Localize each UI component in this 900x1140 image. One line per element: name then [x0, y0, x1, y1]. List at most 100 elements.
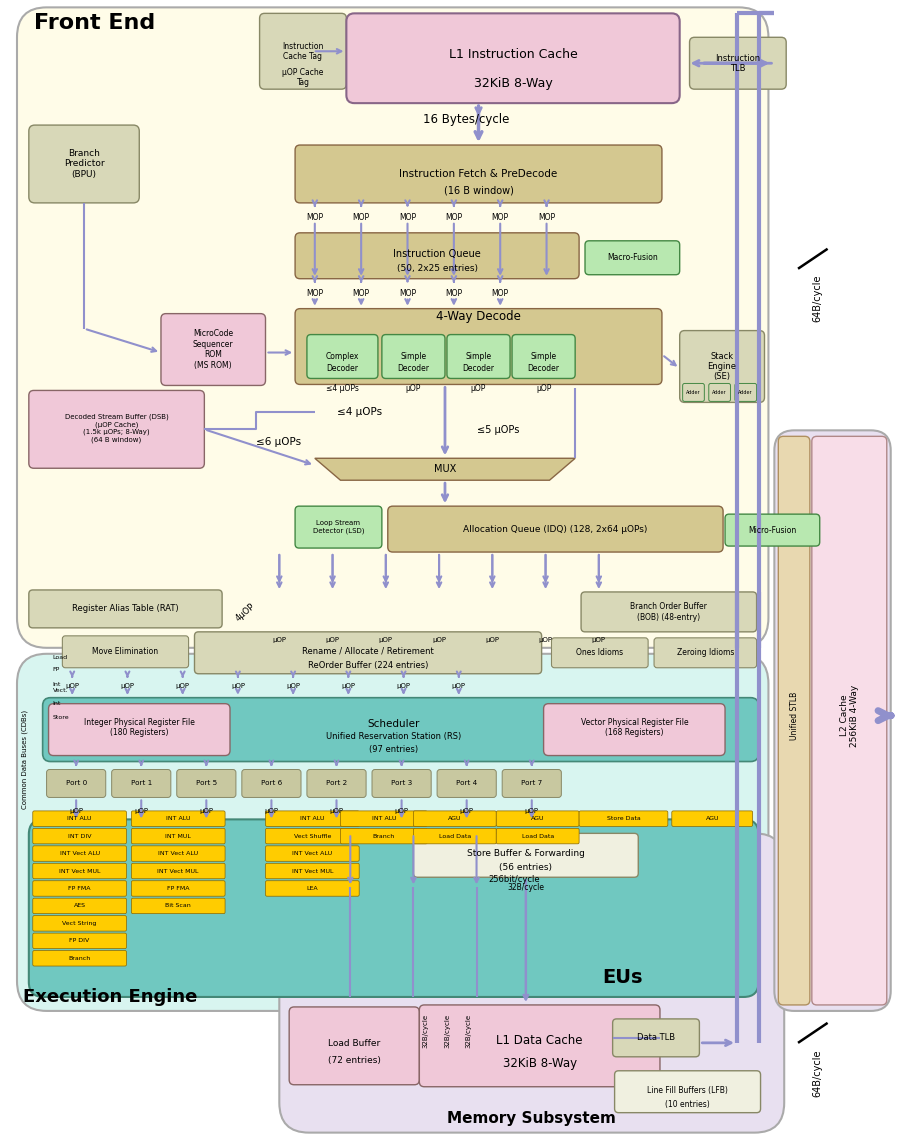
FancyBboxPatch shape — [735, 383, 757, 401]
Text: (50, 2x25 entries): (50, 2x25 entries) — [397, 264, 478, 274]
Text: Store Buffer & Forwarding: Store Buffer & Forwarding — [467, 849, 585, 857]
FancyBboxPatch shape — [62, 636, 189, 668]
Text: MOP: MOP — [306, 213, 323, 222]
Text: Vect Shuffle: Vect Shuffle — [293, 833, 331, 839]
Text: Store: Store — [52, 715, 69, 720]
Text: Line Fill Buffers (LFB): Line Fill Buffers (LFB) — [647, 1086, 728, 1096]
FancyBboxPatch shape — [709, 383, 731, 401]
Text: Integer Physical Register File
(180 Registers): Integer Physical Register File (180 Regi… — [84, 718, 194, 738]
Text: Memory Subsystem: Memory Subsystem — [447, 1112, 616, 1126]
Text: Store Data: Store Data — [607, 816, 641, 821]
Text: Branch Order Buffer
(BOB) (48-entry): Branch Order Buffer (BOB) (48-entry) — [630, 602, 707, 621]
Text: μOP: μOP — [592, 637, 606, 643]
Text: μOP: μOP — [538, 637, 553, 643]
FancyBboxPatch shape — [295, 233, 579, 278]
Text: Simple: Simple — [400, 352, 427, 361]
Text: Unified Reservation Station (RS): Unified Reservation Station (RS) — [326, 732, 462, 741]
Text: μOP: μOP — [536, 384, 552, 393]
Text: (10 entries): (10 entries) — [665, 1100, 710, 1109]
Text: Instruction Fetch & PreDecode: Instruction Fetch & PreDecode — [400, 169, 558, 179]
FancyBboxPatch shape — [812, 437, 886, 1005]
FancyBboxPatch shape — [161, 314, 266, 385]
Text: AGU: AGU — [531, 816, 544, 821]
Text: Adder: Adder — [712, 390, 727, 394]
FancyBboxPatch shape — [413, 833, 638, 878]
Text: μOP: μOP — [121, 683, 134, 689]
Text: INT Vect MUL: INT Vect MUL — [158, 869, 199, 873]
FancyBboxPatch shape — [502, 770, 562, 798]
Text: μOP: μOP — [485, 637, 500, 643]
Text: INT Vect ALU: INT Vect ALU — [158, 852, 198, 856]
Text: 256bit/cycle: 256bit/cycle — [488, 874, 540, 884]
Text: MOP: MOP — [306, 290, 323, 299]
FancyBboxPatch shape — [552, 638, 648, 668]
FancyBboxPatch shape — [689, 38, 787, 89]
Text: μOP: μOP — [406, 384, 421, 393]
Text: Adder: Adder — [686, 390, 701, 394]
Text: MOP: MOP — [353, 290, 370, 299]
Text: 32B/cycle: 32B/cycle — [465, 1013, 472, 1048]
FancyBboxPatch shape — [682, 383, 705, 401]
Text: Instruction Queue: Instruction Queue — [393, 249, 481, 259]
Text: Port 0: Port 0 — [66, 781, 86, 787]
Text: Move Elimination: Move Elimination — [93, 648, 158, 657]
Text: Decoder: Decoder — [463, 364, 494, 373]
FancyBboxPatch shape — [340, 829, 428, 844]
Text: μOP: μOP — [525, 808, 539, 814]
FancyBboxPatch shape — [307, 770, 366, 798]
FancyBboxPatch shape — [340, 811, 428, 826]
Text: Port 2: Port 2 — [326, 781, 347, 787]
FancyBboxPatch shape — [496, 829, 579, 844]
Text: Ones Idioms: Ones Idioms — [576, 649, 624, 658]
Text: Branch: Branch — [373, 833, 395, 839]
Text: μOP: μOP — [176, 683, 190, 689]
FancyBboxPatch shape — [289, 1007, 419, 1085]
Text: μOP: μOP — [265, 808, 278, 814]
FancyBboxPatch shape — [680, 331, 764, 402]
Text: (16 B window): (16 B window) — [444, 186, 513, 196]
Text: μOP: μOP — [329, 808, 344, 814]
FancyBboxPatch shape — [131, 846, 225, 862]
Text: Loop Stream
Detector (LSD): Loop Stream Detector (LSD) — [312, 520, 364, 534]
FancyBboxPatch shape — [413, 829, 496, 844]
Text: MOP: MOP — [399, 213, 416, 222]
Text: (56 entries): (56 entries) — [500, 863, 553, 872]
Text: L2 Cache
256KiB 4-Way: L2 Cache 256KiB 4-Way — [840, 684, 859, 747]
Text: Load Data: Load Data — [522, 833, 554, 839]
Text: AES: AES — [74, 903, 86, 909]
FancyBboxPatch shape — [131, 881, 225, 896]
FancyBboxPatch shape — [266, 881, 359, 896]
Text: ≤4 μOPs: ≤4 μOPs — [326, 384, 359, 393]
Text: INT Vect MUL: INT Vect MUL — [58, 869, 101, 873]
FancyBboxPatch shape — [279, 833, 784, 1133]
Text: INT ALU: INT ALU — [372, 816, 396, 821]
Text: INT ALU: INT ALU — [68, 816, 92, 821]
FancyBboxPatch shape — [671, 811, 752, 826]
FancyBboxPatch shape — [259, 14, 346, 89]
FancyBboxPatch shape — [266, 846, 359, 862]
Text: MOP: MOP — [399, 290, 416, 299]
Text: μOP Cache
Tag: μOP Cache Tag — [283, 67, 324, 87]
FancyBboxPatch shape — [17, 7, 769, 648]
FancyBboxPatch shape — [29, 125, 140, 203]
Text: Micro-Fusion: Micro-Fusion — [748, 526, 796, 535]
Text: MOP: MOP — [538, 213, 555, 222]
FancyBboxPatch shape — [613, 1019, 699, 1057]
Text: Front End: Front End — [34, 14, 156, 33]
Text: INT Vect MUL: INT Vect MUL — [292, 869, 333, 873]
Text: (97 entries): (97 entries) — [369, 746, 419, 754]
FancyBboxPatch shape — [585, 241, 680, 275]
FancyBboxPatch shape — [725, 514, 820, 546]
FancyBboxPatch shape — [42, 698, 759, 762]
Polygon shape — [315, 458, 575, 480]
FancyBboxPatch shape — [32, 811, 127, 826]
Text: Instruction
Cache Tag: Instruction Cache Tag — [283, 41, 324, 60]
Text: Macro-Fusion: Macro-Fusion — [607, 253, 658, 262]
Text: Port 6: Port 6 — [261, 781, 282, 787]
Text: ≤6 μOPs: ≤6 μOPs — [256, 438, 301, 447]
FancyBboxPatch shape — [32, 934, 127, 948]
Text: μOP: μOP — [231, 683, 245, 689]
Text: Simple: Simple — [530, 352, 557, 361]
FancyBboxPatch shape — [176, 770, 236, 798]
Text: Unified STLB: Unified STLB — [789, 692, 798, 740]
